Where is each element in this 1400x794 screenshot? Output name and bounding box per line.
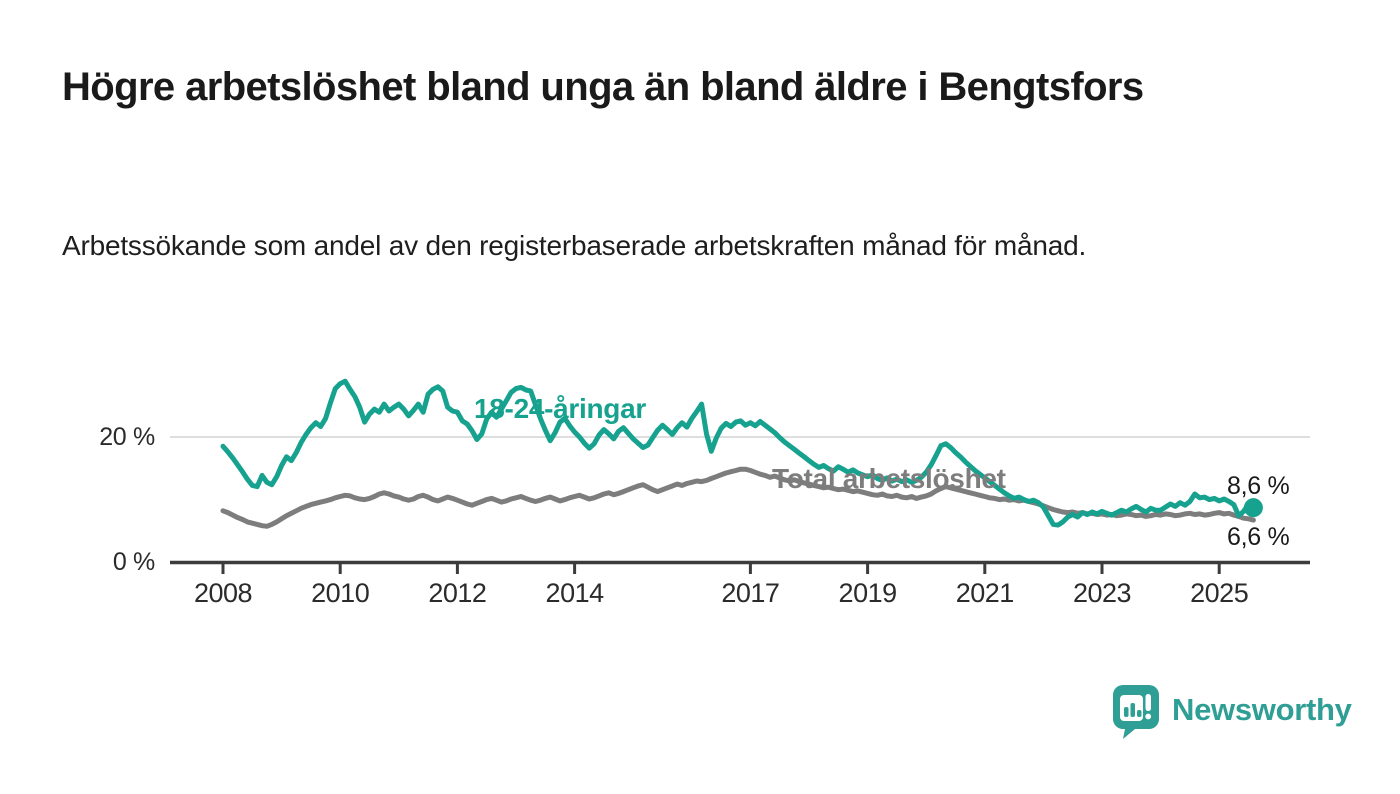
x-tick-label-2010: 2010 [311,578,370,608]
x-tick-label-2012: 2012 [428,578,487,608]
x-tick-label-2014: 2014 [545,578,605,608]
x-tick-label-2021: 2021 [955,578,1015,608]
y-axis-label-20: 20 % [99,423,155,451]
page-title: Högre arbetslöshet bland unga än bland ä… [62,65,1144,109]
x-tick-label-2019: 2019 [838,578,898,608]
end-value-label-total: 6,6 % [1227,523,1290,551]
map-pin-bar-chart-icon [1113,685,1159,739]
series-line-young [220,378,1256,528]
newsworthy-logo: Newsworthy [1113,685,1352,739]
x-axis-tick-labels: 2008 2010 2012 2014 2017 2019 2021 2023 2025 [0,578,1400,614]
x-tick-label-2008: 2008 [193,578,253,608]
latest-value-dot [1243,498,1263,518]
end-value-label-young: 8,6 % [1227,472,1290,500]
series-line-total [220,466,1256,529]
series-label-young: 18-24-åringar [474,393,646,424]
page-subtitle: Arbetssökande som andel av den registerb… [62,230,1087,261]
y-axis-label-0: 0 % [112,548,155,576]
x-tick-label-2023: 2023 [1072,578,1132,608]
x-tick-label-2025: 2025 [1190,578,1249,608]
series-label-total: Total arbetslöshet [772,463,1006,494]
x-tick-label-2017: 2017 [721,578,780,608]
brand-name: Newsworthy [1172,692,1352,727]
